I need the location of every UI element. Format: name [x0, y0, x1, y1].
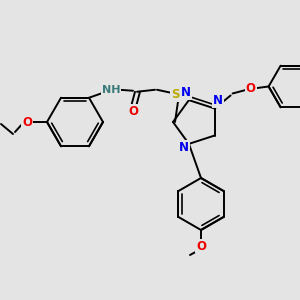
Text: N: N: [181, 85, 191, 99]
Text: N: N: [213, 94, 223, 107]
Text: NH: NH: [102, 85, 120, 95]
Text: S: S: [171, 88, 179, 101]
Text: O: O: [128, 105, 138, 118]
Text: N: N: [179, 141, 189, 154]
Text: O: O: [246, 82, 256, 95]
Text: O: O: [22, 116, 32, 128]
Text: O: O: [196, 239, 206, 253]
